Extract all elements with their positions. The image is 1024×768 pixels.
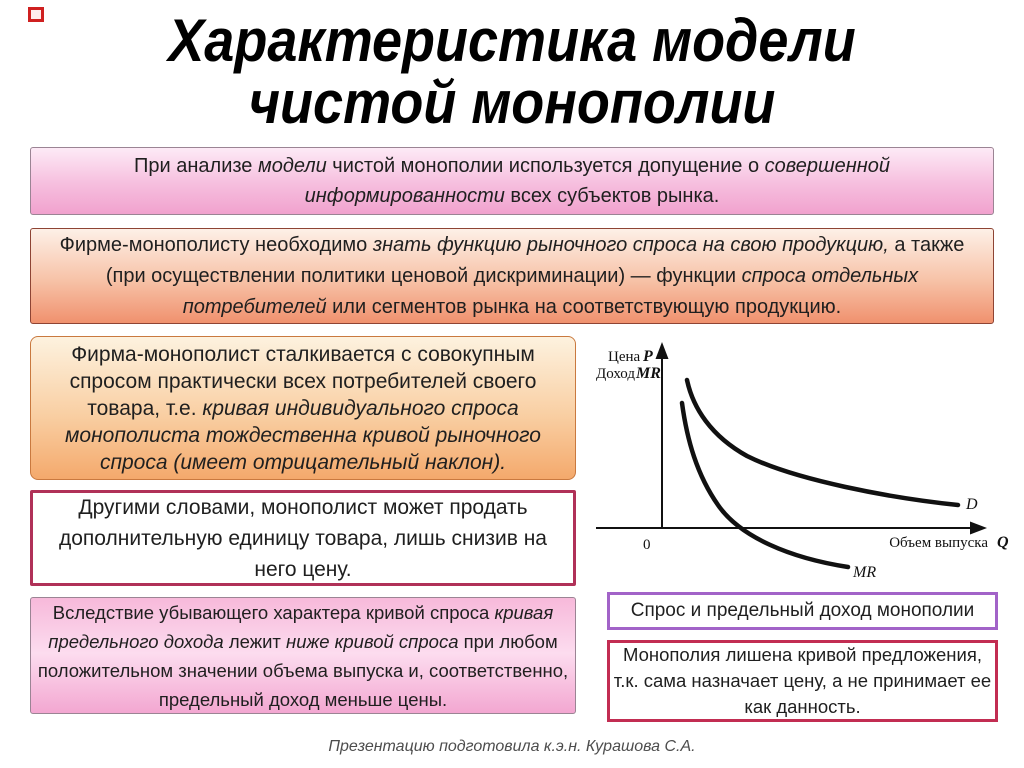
mr-curve-label: MR (852, 564, 876, 581)
marginal-revenue-text: Вследствие убывающего характера кривой с… (37, 601, 569, 710)
demand-curve-label: D (965, 496, 978, 513)
graph-caption-text: Спрос и предельный доход монополии (630, 600, 975, 621)
origin-label: 0 (643, 537, 651, 553)
y-axis-label-price-symbol: P (642, 348, 653, 365)
slide-title-line2: чистой монополии (248, 69, 776, 136)
red-marker-icon (28, 7, 44, 22)
no-supply-curve-text: Монополия лишена кривой предложения, т.к… (613, 644, 992, 717)
marginal-revenue-box: Вследствие убывающего характера кривой с… (30, 597, 576, 714)
x-axis-label-symbol: Q (997, 534, 1009, 551)
y-axis-arrow-icon (655, 342, 669, 359)
slide-title-line1: Характеристика модели (168, 7, 856, 74)
graph-caption-box: Спрос и предельный доход монополии (607, 592, 998, 630)
x-axis-label: Объем выпуска (889, 535, 988, 551)
demand-mr-chart: Цена P Доход MR 0 Объем выпуска Q D MR (596, 342, 1009, 581)
assumption-text: При анализе модели чистой монополии испо… (134, 155, 890, 207)
x-axis-arrow-icon (970, 521, 987, 535)
demand-curve (684, 377, 961, 508)
y-axis-label-income: Доход (596, 366, 635, 382)
market-demand-knowledge-text: Фирме-монополисту необходимо знать функц… (59, 233, 965, 318)
footer-credit: Презентацию подготовила к.э.н. Курашова … (328, 738, 696, 755)
slide-title: Характеристика модели чистой монополии (0, 10, 1024, 134)
aggregate-demand-box: Фирма-монополист сталкивается с совокупн… (30, 336, 576, 480)
in-other-words-text: Другими словами, монополист может продат… (59, 495, 547, 581)
in-other-words-box: Другими словами, монополист может продат… (30, 490, 576, 586)
no-supply-curve-box: Монополия лишена кривой предложения, т.к… (607, 640, 998, 722)
mr-curve (679, 400, 851, 570)
aggregate-demand-text: Фирма-монополист сталкивается с совокупн… (65, 342, 541, 474)
y-axis-label-income-symbol: MR (635, 365, 661, 382)
market-demand-knowledge-box: Фирме-монополисту необходимо знать функц… (30, 228, 994, 324)
y-axis-label-price: Цена (608, 349, 641, 365)
assumption-box: При анализе модели чистой монополии испо… (30, 147, 994, 215)
